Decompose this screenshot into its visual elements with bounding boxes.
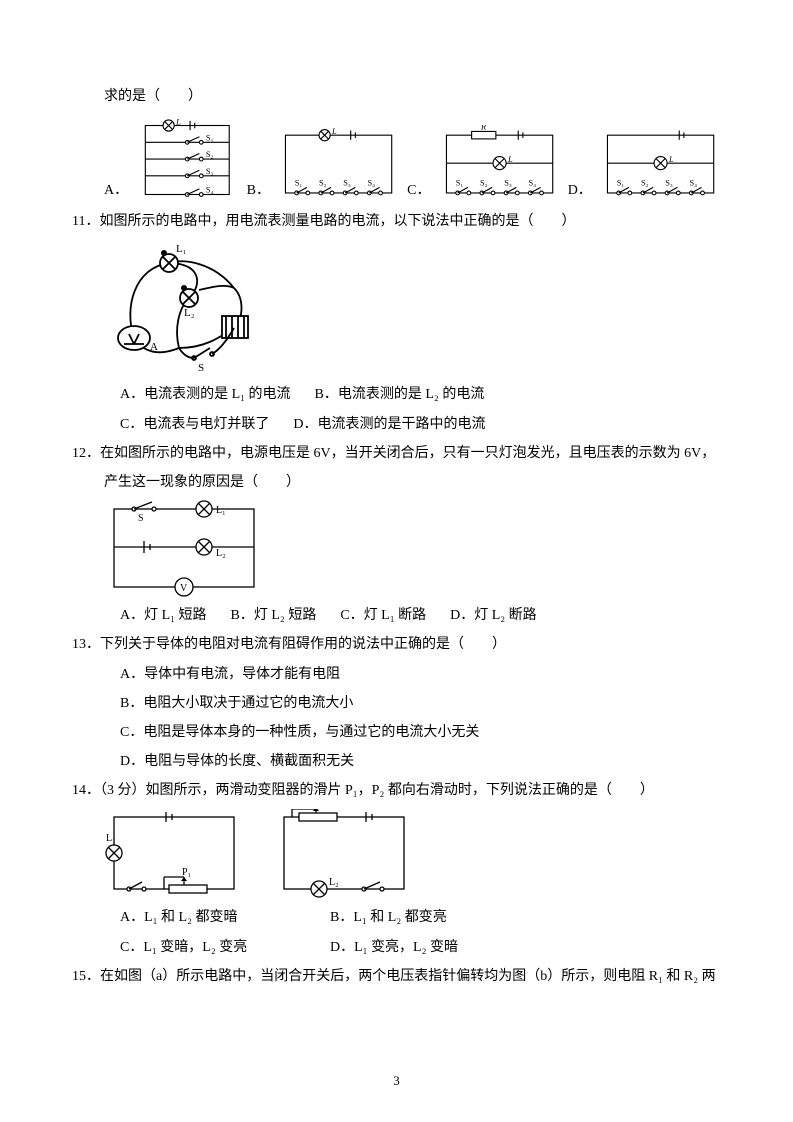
svg-text:S₄: S₄: [689, 179, 697, 188]
svg-text:L: L: [506, 155, 512, 164]
q14-opts-row1: A．L₁ 和 L₂ 都变暗 B．L₁ 和 L₂ 都变亮: [72, 905, 721, 930]
svg-text:L: L: [175, 118, 181, 127]
q12-stem1: 12．在如图所示的电路中，电源电压是 6V，当开关闭合后，只有一只灯泡发光，且电…: [72, 441, 721, 466]
svg-text:S₂: S₂: [319, 179, 327, 188]
q14-diagrams: L₁ P₁ P₂ L₂: [72, 809, 721, 899]
svg-text:S₃: S₃: [343, 179, 351, 188]
svg-text:A: A: [150, 341, 158, 353]
q10-diagrams: A． L S₁ S₂ S₃ S₄ B． L: [104, 115, 721, 205]
q10-opt-c-label: C．: [407, 178, 430, 205]
q12-opts: A．灯 L₁ 短路 B．灯 L₂ 短路 C．灯 L₁ 断路 D．灯 L₂ 断路: [72, 603, 721, 628]
q14-opt-d: D．L₁ 变亮，L₂ 变暗: [330, 935, 458, 960]
q13-stem: 13．下列关于导体的电阻对电流有阻碍作用的说法中正确的是（ ）: [72, 632, 721, 657]
q10-fragment: 求的是（ ）: [72, 84, 721, 109]
q10-circuit-c: R L S₁ S₂ S₃ S₄: [439, 125, 560, 205]
q11-diagram-wrap: L₁ L₂ A S: [72, 238, 721, 378]
q13-opt-b: B．电阻大小取决于通过它的电流大小: [72, 691, 721, 716]
svg-text:S₃: S₃: [206, 167, 214, 176]
q14-circuit-1: L₁ P₁: [104, 809, 244, 899]
q12-diagram-wrap: S L₁ L₂ V: [72, 499, 721, 599]
q13-opt-a: A．导体中有电流，导体才能有电阻: [72, 662, 721, 687]
q10-opt-b-label: B．: [247, 178, 270, 205]
q11-opt-b: B．电流表测的是 L₂ 的电流: [315, 382, 485, 407]
q11-circuit: L₁ L₂ A S: [104, 238, 284, 378]
q12-opt-b: B．灯 L₂ 短路: [231, 603, 317, 628]
q11-opt-a: A．电流表测的是 L₁ 的电流: [120, 382, 291, 407]
q12-opt-a: A．灯 L₁ 短路: [120, 603, 207, 628]
svg-text:S₁: S₁: [617, 179, 625, 188]
q14-circuit-2: P₂ L₂: [274, 809, 414, 899]
q11-opt-c: C．电流表与电灯并联了: [120, 412, 269, 437]
q14-stem: 14．（3 分）如图所示，两滑动变阻器的滑片 P₁，P₂ 都向右滑动时，下列说法…: [72, 778, 721, 803]
q11-opts-row2: C．电流表与电灯并联了 D．电流表测的是干路中的电流: [72, 412, 721, 437]
svg-text:S: S: [198, 362, 204, 374]
q10-circuit-d: L S₁ S₂ S₃ S₄: [600, 125, 721, 205]
svg-text:S₁: S₁: [455, 179, 463, 188]
q15-stem: 15．在如图（a）所示电路中，当闭合开关后，两个电压表指针偏转均为图（b）所示，…: [72, 964, 721, 989]
svg-text:S₄: S₄: [528, 179, 536, 188]
q11-opt-d: D．电流表测的是干路中的电流: [293, 412, 485, 437]
q14-opt-a: A．L₁ 和 L₂ 都变暗: [120, 905, 290, 930]
q11-stem: 11．如图所示的电路中，用电流表测量电路的电流，以下说法中正确的是（ ）: [72, 209, 721, 234]
q12-opt-d: D．灯 L₂ 断路: [450, 603, 537, 628]
svg-text:S₂: S₂: [641, 179, 649, 188]
svg-text:S₃: S₃: [665, 179, 673, 188]
svg-text:S: S: [138, 513, 144, 524]
svg-text:S₁: S₁: [295, 179, 303, 188]
q13-opt-d: D．电阻与导体的长度、横截面积无关: [72, 749, 721, 774]
q13-opt-c: C．电阻是导体本身的一种性质，与通过它的电流大小无关: [72, 720, 721, 745]
q14-opts-row2: C．L₁ 变暗，L₂ 变亮 D．L₁ 变亮，L₂ 变暗: [72, 935, 721, 960]
q11-opts-row1: A．电流表测的是 L₁ 的电流 B．电流表测的是 L₂ 的电流: [72, 382, 721, 407]
q10-circuit-a: L S₁ S₂ S₃ S₄: [136, 115, 239, 205]
svg-text:R: R: [479, 125, 485, 132]
q12-stem2: 产生这一现象的原因是（ ）: [72, 470, 721, 495]
svg-text:S₄: S₄: [206, 186, 214, 195]
svg-text:S₃: S₃: [504, 179, 512, 188]
svg-text:L₂: L₂: [184, 307, 195, 319]
svg-text:P₁: P₁: [182, 867, 191, 878]
svg-text:S₂: S₂: [480, 179, 488, 188]
svg-text:L: L: [331, 127, 337, 136]
q14-opt-b: B．L₁ 和 L₂ 都变亮: [330, 905, 447, 930]
svg-text:L₁: L₁: [216, 505, 226, 516]
q12-circuit: S L₁ L₂ V: [104, 499, 264, 599]
q10-opt-a-label: A．: [104, 178, 128, 205]
q14-opt-c: C．L₁ 变暗，L₂ 变亮: [120, 935, 290, 960]
svg-text:S₄: S₄: [367, 179, 375, 188]
svg-text:L₁: L₁: [106, 833, 116, 844]
q10-circuit-b: L S₁ S₂ S₃ S₄: [278, 125, 399, 205]
q10-opt-d-label: D．: [568, 178, 592, 205]
svg-text:S₁: S₁: [206, 134, 214, 143]
svg-text:V: V: [180, 583, 188, 594]
svg-text:L: L: [668, 155, 674, 164]
page-number: 3: [0, 1069, 793, 1092]
svg-text:S₂: S₂: [206, 150, 214, 159]
svg-text:L₂: L₂: [216, 548, 226, 559]
q12-opt-c: C．灯 L₁ 断路: [340, 603, 426, 628]
svg-text:L₁: L₁: [176, 243, 187, 255]
svg-text:L₂: L₂: [329, 877, 339, 888]
